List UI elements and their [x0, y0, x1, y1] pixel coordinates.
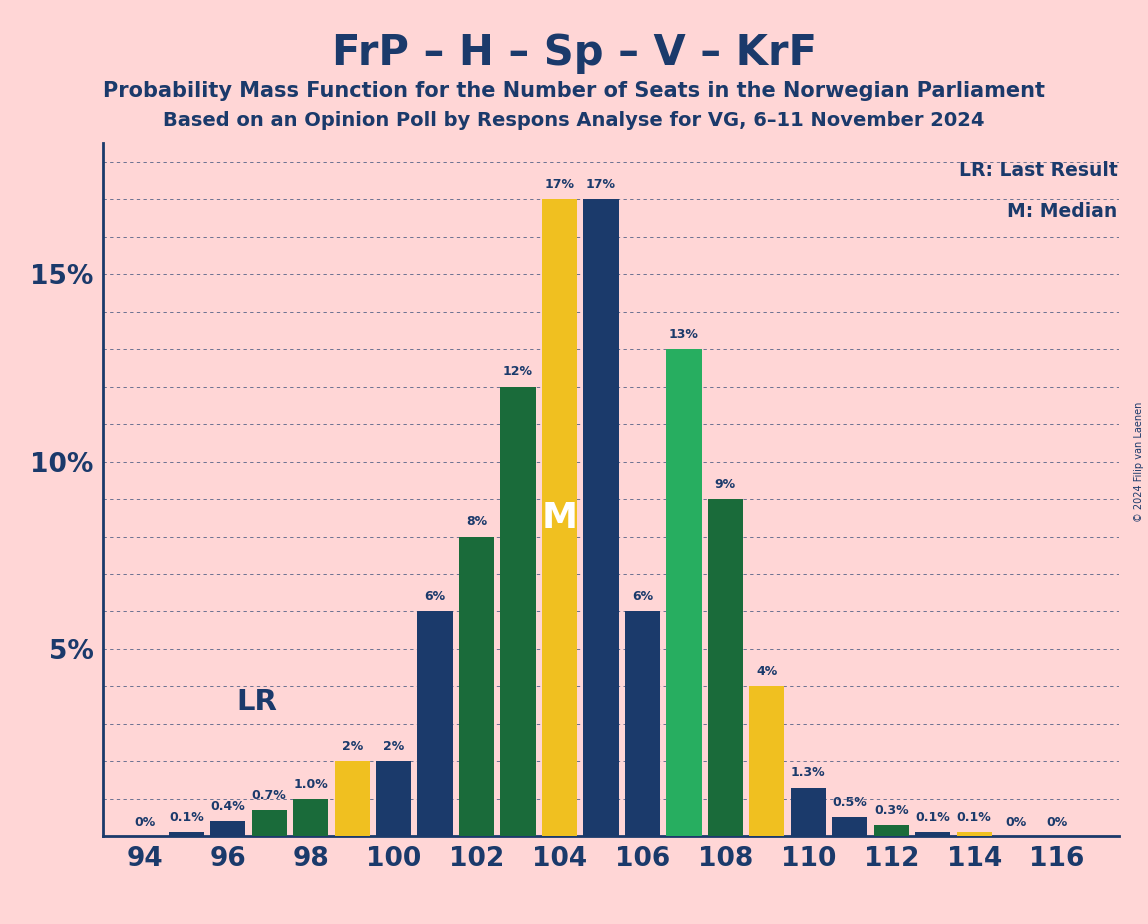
- Text: 8%: 8%: [466, 516, 487, 529]
- Bar: [334, 761, 370, 836]
- Text: LR: Last Result: LR: Last Result: [959, 161, 1117, 179]
- Text: 17%: 17%: [585, 178, 616, 191]
- Text: 2%: 2%: [341, 740, 363, 753]
- Bar: [210, 821, 246, 836]
- Bar: [791, 787, 825, 836]
- Bar: [418, 612, 452, 836]
- Text: 0%: 0%: [1004, 817, 1026, 830]
- Text: 0.1%: 0.1%: [956, 811, 992, 824]
- Bar: [874, 825, 909, 836]
- Text: 12%: 12%: [503, 366, 533, 379]
- Text: 6%: 6%: [425, 590, 445, 603]
- Bar: [666, 349, 701, 836]
- Text: 4%: 4%: [757, 665, 777, 678]
- Bar: [956, 833, 992, 836]
- Text: 0.4%: 0.4%: [210, 800, 246, 813]
- Bar: [251, 810, 287, 836]
- Text: 2%: 2%: [383, 740, 404, 753]
- Text: 13%: 13%: [669, 328, 699, 341]
- Bar: [377, 761, 411, 836]
- Text: FrP – H – Sp – V – KrF: FrP – H – Sp – V – KrF: [332, 32, 816, 74]
- Text: 0%: 0%: [134, 817, 155, 830]
- Bar: [750, 687, 784, 836]
- Text: M: Median: M: Median: [1007, 202, 1117, 221]
- Text: © 2024 Filip van Laenen: © 2024 Filip van Laenen: [1134, 402, 1143, 522]
- Text: 1.0%: 1.0%: [293, 777, 328, 791]
- Text: 17%: 17%: [544, 178, 574, 191]
- Text: 0.1%: 0.1%: [915, 811, 951, 824]
- Bar: [542, 200, 577, 836]
- Text: LR: LR: [236, 688, 277, 716]
- Bar: [501, 387, 536, 836]
- Text: 1.3%: 1.3%: [791, 766, 825, 779]
- Bar: [583, 200, 619, 836]
- Text: Based on an Opinion Poll by Respons Analyse for VG, 6–11 November 2024: Based on an Opinion Poll by Respons Anal…: [163, 111, 985, 130]
- Text: 0.3%: 0.3%: [874, 804, 908, 817]
- Bar: [915, 833, 951, 836]
- Text: 0.7%: 0.7%: [251, 789, 287, 802]
- Text: 6%: 6%: [631, 590, 653, 603]
- Text: Probability Mass Function for the Number of Seats in the Norwegian Parliament: Probability Mass Function for the Number…: [103, 81, 1045, 102]
- Text: 0.5%: 0.5%: [832, 796, 867, 809]
- Text: 9%: 9%: [715, 478, 736, 491]
- Bar: [459, 537, 494, 836]
- Bar: [293, 798, 328, 836]
- Bar: [707, 499, 743, 836]
- Text: 0%: 0%: [1047, 817, 1068, 830]
- Bar: [832, 818, 868, 836]
- Text: M: M: [542, 501, 577, 535]
- Bar: [169, 833, 204, 836]
- Text: 0.1%: 0.1%: [169, 811, 203, 824]
- Bar: [625, 612, 660, 836]
